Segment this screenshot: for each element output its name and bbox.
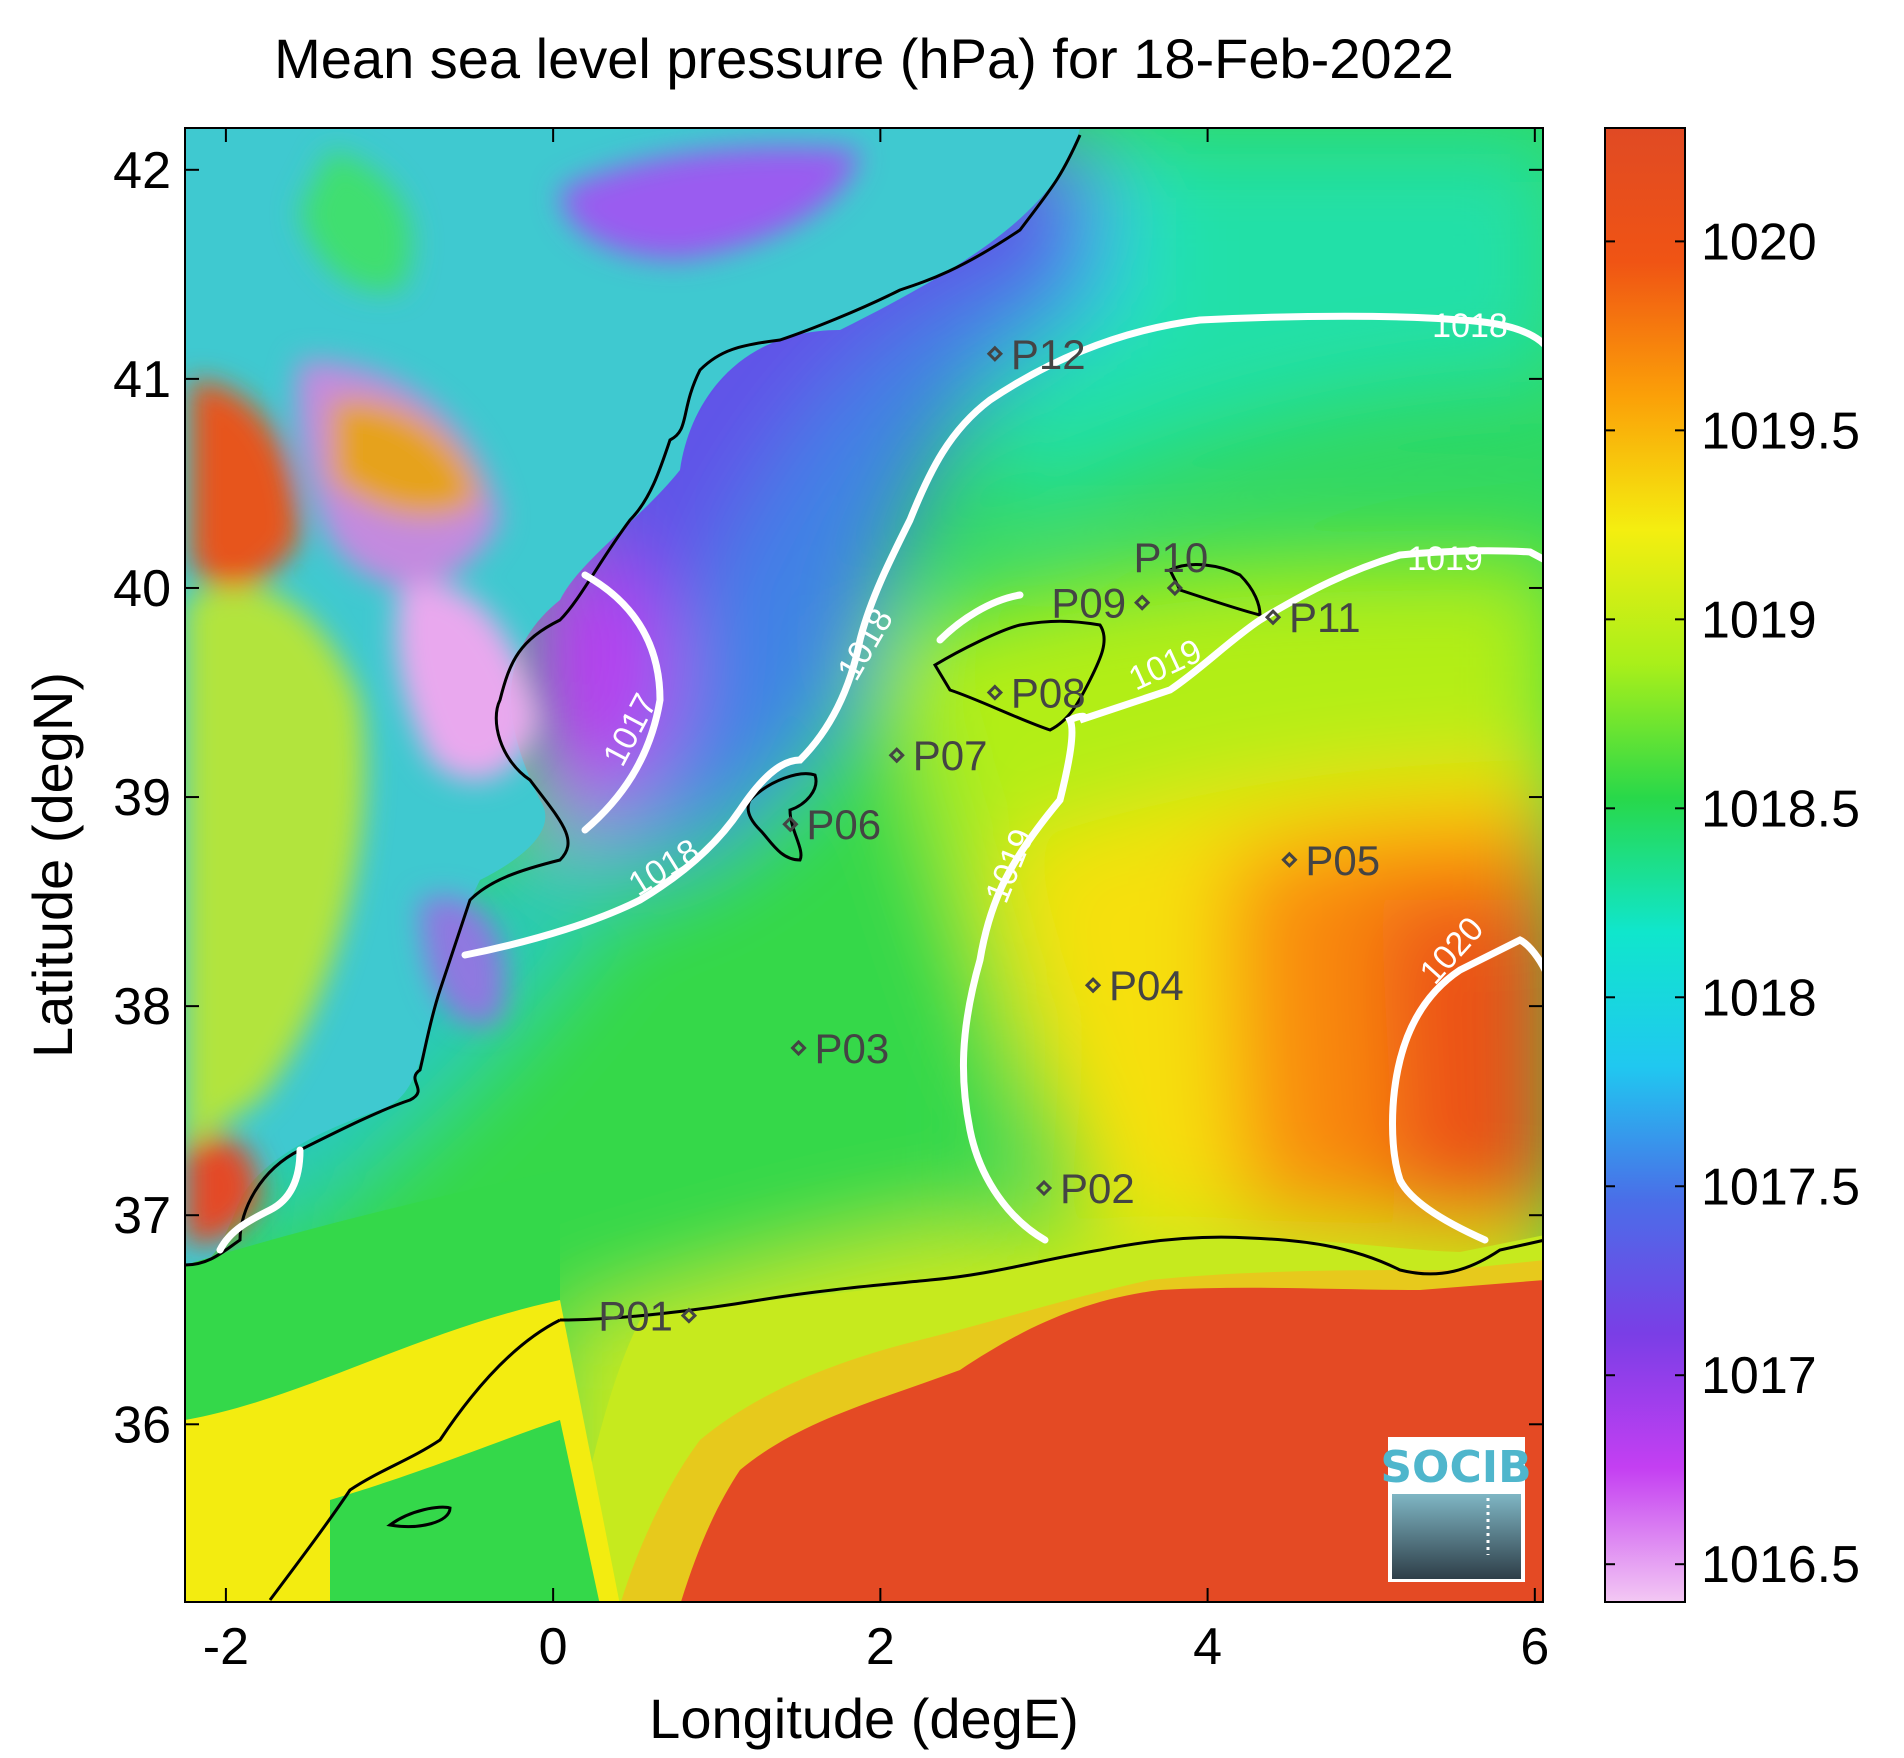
point-marker — [1264, 609, 1282, 626]
contour-label-1018: 1018 — [1432, 307, 1508, 345]
point-marker — [1035, 1179, 1053, 1197]
x-tick-label: 0 — [539, 1618, 568, 1676]
plot-area: 1017 1018 1018 1018 1019 1019 1019 1020 … — [185, 128, 1543, 1602]
x-tick-label: 2 — [866, 1618, 895, 1676]
socib-logo: SOCIB — [1380, 1437, 1532, 1582]
point-marker — [1134, 594, 1151, 611]
colorbar-tick-label: 1018.5 — [1701, 780, 1860, 838]
point-label: P08 — [1011, 670, 1086, 717]
logo-text: SOCIB — [1380, 1442, 1531, 1493]
x-tick-label: 6 — [1520, 1618, 1549, 1676]
colorbar-tick-label: 1019.5 — [1701, 402, 1860, 460]
y-tick-label: 39 — [113, 769, 171, 827]
point-label: P12 — [1011, 331, 1086, 378]
y-tick-label: 37 — [113, 1187, 171, 1245]
point-label: P07 — [913, 732, 988, 779]
point-marker — [986, 345, 1004, 362]
colorbar — [1604, 127, 1686, 1603]
logo-water — [1392, 1494, 1521, 1579]
x-tick-label: -2 — [203, 1618, 249, 1676]
point-label: P01 — [598, 1293, 673, 1340]
land-field — [185, 128, 1543, 1602]
contours — [216, 312, 1543, 1254]
x-axis-label: Longitude (degE) — [649, 1687, 1079, 1750]
chart-title: Mean sea level pressure (hPa) for 18-Feb… — [274, 27, 1454, 90]
x-axis-ticks: -2 0 2 4 6 — [203, 128, 1549, 1676]
point-marker — [888, 747, 905, 764]
colorbar-tick-label: 1017 — [1701, 1347, 1817, 1405]
point-label: P04 — [1109, 962, 1184, 1009]
colorbar-ticks: 1016.5 1017 1017.5 1018 1018.5 1019 1019.5 1020 — [1605, 213, 1860, 1594]
point-label: P11 — [1289, 594, 1361, 641]
point-marker — [790, 1039, 807, 1057]
colorbar-tick-label: 1019 — [1701, 591, 1817, 649]
point-marker — [986, 684, 1004, 701]
y-tick-label: 38 — [113, 978, 171, 1036]
contour-label-1019: 1019 — [1407, 540, 1483, 578]
point-label: P10 — [1134, 534, 1209, 581]
y-tick-label: 36 — [113, 1396, 171, 1454]
point-label: P05 — [1305, 837, 1380, 884]
y-tick-label: 42 — [113, 142, 171, 200]
plot-frame — [184, 127, 1544, 1603]
y-axis-ticks: 36 37 38 39 40 41 42 — [113, 142, 1543, 1454]
point-marker — [782, 816, 799, 833]
y-axis-label: Latitude (degN) — [21, 672, 84, 1058]
point-label: P03 — [815, 1025, 890, 1072]
point-label: P02 — [1060, 1165, 1135, 1212]
colorbar-tick-label: 1018 — [1701, 969, 1817, 1027]
y-tick-label: 40 — [113, 560, 171, 618]
colorbar-tick-label: 1016.5 — [1701, 1536, 1860, 1594]
point-marker — [1084, 977, 1102, 994]
x-tick-label: 4 — [1193, 1618, 1222, 1676]
point-marker — [680, 1307, 698, 1324]
y-tick-label: 41 — [113, 351, 171, 409]
colorbar-tick-label: 1017.5 — [1701, 1158, 1860, 1216]
point-marker — [1166, 579, 1183, 597]
point-label: P06 — [806, 801, 881, 848]
coastline — [185, 134, 1543, 1601]
point-marker — [1281, 851, 1298, 868]
point-label: P09 — [1051, 580, 1126, 627]
colorbar-tick-label: 1020 — [1701, 213, 1817, 271]
